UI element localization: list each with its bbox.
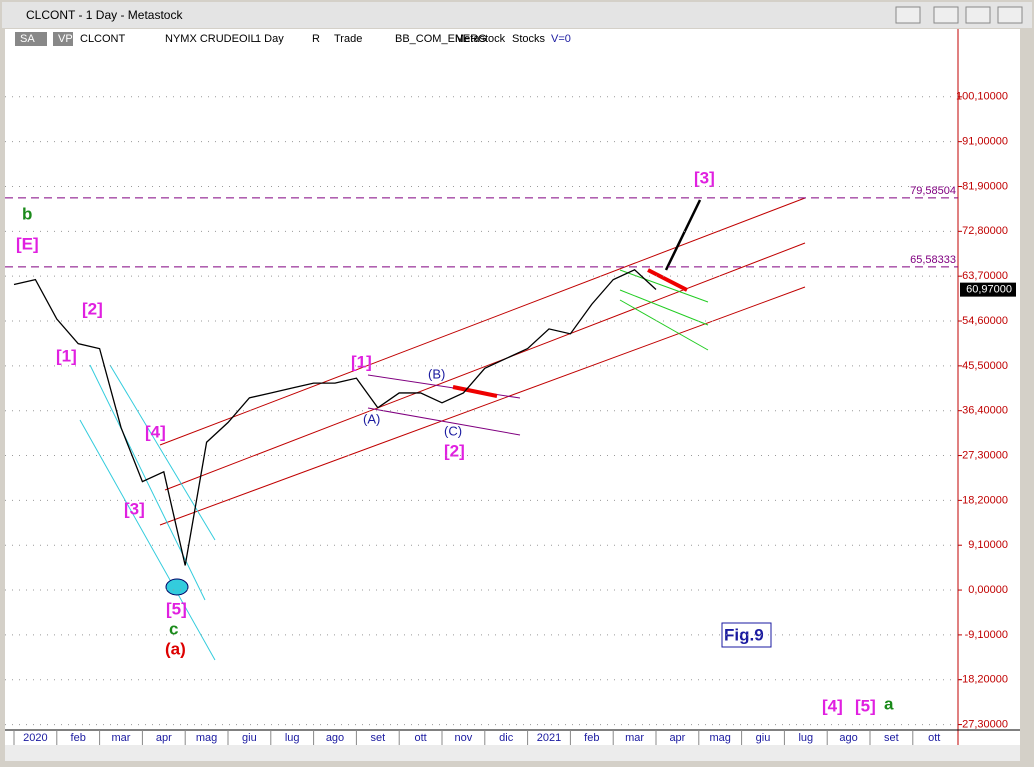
last-price-box [960,282,1016,297]
btn-close[interactable] [997,6,1023,24]
label: [5] [166,599,187,618]
tool-button [15,32,47,46]
x-tick-label: 2021 [537,732,561,744]
label: (A) [363,411,380,426]
scrollbar[interactable] [5,745,1020,761]
x-tick-label: giu [756,732,771,744]
x-tick-label: nov [455,732,473,744]
tool-text: 1 Day [255,33,284,45]
x-tick-label: set [370,732,385,744]
btn-max[interactable] [965,6,991,24]
label: [E] [16,234,39,253]
y-tick-label: 0,00000 [968,584,1008,596]
label: [2] [82,299,103,318]
x-tick-label: ago [326,732,344,744]
label: [1] [56,346,77,365]
y-tick-label: 91,00000 [962,136,1008,148]
y-tick-label: 54,60000 [962,315,1008,327]
y-tick-label: 81,90000 [962,180,1008,192]
x-tick-label: apr [669,732,685,744]
tool-text: CLCONT [80,33,126,45]
tool-text: Stocks [512,33,546,45]
tool-text: R [312,33,320,45]
y-tick-label: -27,30000 [958,718,1008,730]
label: [2] [444,441,465,460]
tool-text: V=0 [551,33,571,45]
tool-text: Trade [334,33,362,45]
x-tick-label: 2020 [23,732,47,744]
x-tick-label: mar [112,732,131,744]
y-tick-label: 18,20000 [962,494,1008,506]
x-tick-label: dic [499,732,514,744]
x-tick-label: ott [414,732,426,744]
y-tick-label: -18,20000 [958,674,1008,686]
y-tick-label: -9,10000 [965,629,1008,641]
label: [4] [145,422,166,441]
window-title: CLCONT - 1 Day - Metastock [26,8,183,22]
label: (a) [165,639,186,658]
btn-min[interactable] [933,6,959,24]
x-tick-label: feb [71,732,86,744]
label: [4] [822,696,843,715]
tool-text: VP [58,33,73,45]
x-tick-label: apr [156,732,172,744]
x-tick-label: feb [584,732,599,744]
x-tick-label: lug [285,732,300,744]
x-tick-label: mag [196,732,217,744]
label: (B) [428,366,445,381]
y-tick-label: 36,40000 [962,405,1008,417]
x-tick-label: ago [839,732,857,744]
label: Fig.9 [724,625,764,644]
label: (C) [444,423,462,438]
y-tick-label: 72,80000 [962,225,1008,237]
last-price: 60,97000 [966,284,1012,296]
label: [5] [855,696,876,715]
fig-box [721,622,772,648]
price-line [13,268,657,566]
chart-area [5,29,1020,745]
y-tick-label: 27,30000 [962,449,1008,461]
tool-text: BB_COM_ENERG [395,33,487,45]
x-tick-label: mag [709,732,730,744]
label: b [22,204,32,223]
title-bar [2,2,1032,28]
y-tick-label: 63,70000 [962,270,1008,282]
x-tick-label: set [884,732,899,744]
tool-text: NYMX CRUDEOIL [165,33,257,45]
label: [3] [124,499,145,518]
label: [3] [694,168,715,187]
label: [1] [351,352,372,371]
x-tick-label: giu [242,732,257,744]
x-tick-label: ott [928,732,940,744]
label: c [169,619,178,638]
x-tick-label: lug [798,732,813,744]
y-tick-label: 45,50000 [962,360,1008,372]
level-label: 65,58333 [910,254,956,266]
btn[interactable] [895,6,921,24]
tool-text: Metastock [455,33,506,45]
y-tick-label: 100,10000 [956,91,1008,103]
tool-button [53,32,73,46]
label: a [884,694,894,713]
level-label: 79,58504 [910,185,956,197]
tool-text: SA [20,33,35,45]
x-tick-label: mar [625,732,644,744]
y-tick-label: 9,10000 [968,539,1008,551]
